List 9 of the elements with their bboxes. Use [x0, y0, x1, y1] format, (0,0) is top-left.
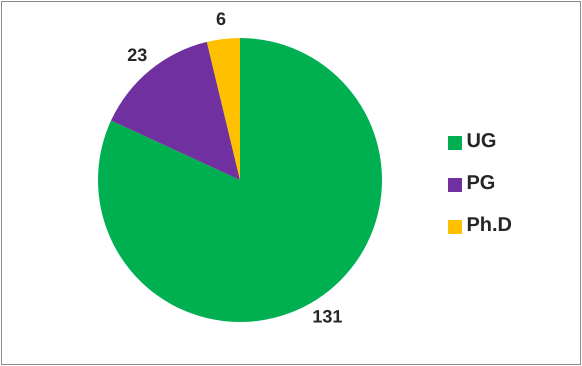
pie-slice — [98, 38, 382, 322]
data-label: 23 — [127, 44, 148, 65]
legend-label: UG — [466, 130, 496, 152]
pie-slice — [206, 38, 240, 180]
data-label: 131 — [312, 306, 342, 326]
legend-label: PG — [466, 172, 496, 194]
legend-label: Ph.D — [466, 214, 512, 236]
pie-slice — [111, 42, 240, 180]
data-label: 6 — [216, 9, 226, 30]
